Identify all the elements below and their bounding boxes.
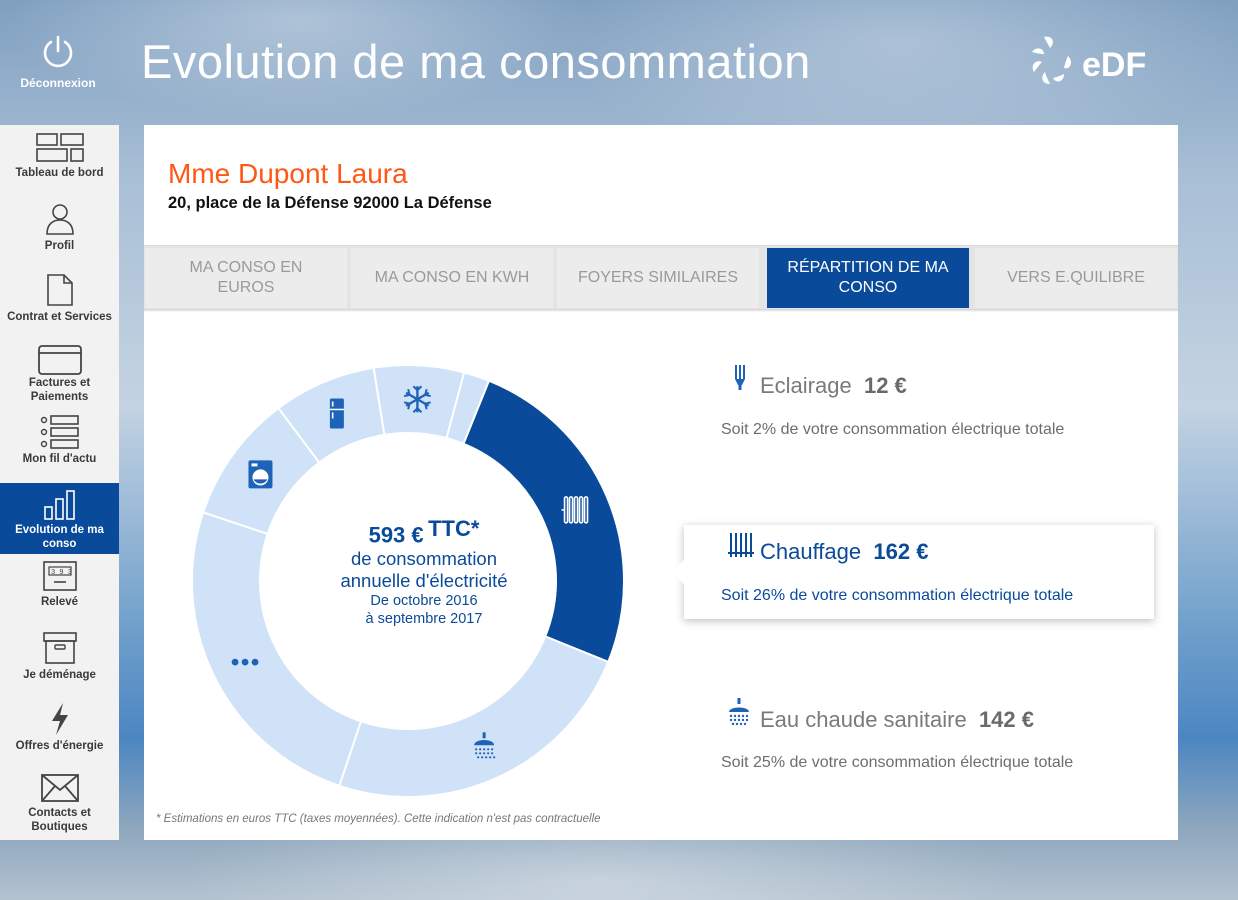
sidebar: Tableau de bord Profil Contrat et Servic… <box>0 125 119 840</box>
snowflake-icon <box>403 385 431 413</box>
document-icon <box>46 274 73 306</box>
footnote: * Estimations en euros TTC (taxes moyenn… <box>156 813 601 825</box>
tab-similar-homes[interactable]: FOYERS SIMILAIRES <box>557 248 759 308</box>
usage-heating-amount: 162 € <box>873 539 929 564</box>
sidebar-item-offers[interactable]: Offres d'énergie <box>0 696 119 767</box>
sidebar-item-profile[interactable]: Profil <box>0 196 119 267</box>
tab-equilibre[interactable]: VERS E.QUILIBRE <box>975 248 1177 308</box>
summary-line-2: annuelle d'électricité <box>340 570 508 592</box>
sidebar-item-reading[interactable]: 3 9 3 Relevé <box>0 554 119 625</box>
sidebar-item-contract[interactable]: Contrat et Services <box>0 267 119 338</box>
tab-breakdown[interactable]: RÉPARTITION DE MA CONSO <box>767 248 969 308</box>
bar-chart-icon <box>43 490 75 520</box>
sidebar-item-news[interactable]: Mon fil d'actu <box>0 409 119 480</box>
donut-segment-more[interactable] <box>191 511 363 788</box>
donut-center-summary: 593 € TTC* de consommation annuelle d'él… <box>294 516 554 628</box>
sidebar-label: Offres d'énergie <box>15 740 104 752</box>
usage-heating-detail: Soit 26% de votre consommation électriqu… <box>721 587 1074 604</box>
radiator-icon <box>728 533 754 557</box>
tab-euros[interactable]: MA CONSO EN EUROS <box>145 248 347 308</box>
usage-lighting-name: Eclairage <box>760 373 852 398</box>
sidebar-item-bills[interactable]: Factures et Paiements <box>0 338 119 409</box>
sidebar-label: Je déménage <box>23 669 96 681</box>
usage-lighting-detail: Soit 2% de votre consommation électrique… <box>721 421 1065 438</box>
usage-heating-name: Chauffage <box>760 539 862 564</box>
tax-label: TTC* <box>428 516 480 541</box>
donut-segment-shower[interactable] <box>338 635 610 798</box>
sidebar-item-evolution[interactable]: Evolution de ma conso <box>0 483 119 554</box>
radiator-icon <box>561 496 589 524</box>
profile-icon <box>45 204 74 235</box>
main-panel: Mme Dupont Laura 20, place de la Défense… <box>144 125 1178 840</box>
shower-icon <box>729 698 749 726</box>
box-icon <box>42 632 77 664</box>
lightning-icon <box>51 703 68 735</box>
sidebar-item-dashboard[interactable]: Tableau de bord <box>0 125 119 196</box>
sidebar-item-moving[interactable]: Je déménage <box>0 625 119 696</box>
period-start: De octobre 2016 <box>370 593 478 610</box>
sidebar-label: Relevé <box>40 596 79 608</box>
edf-wordmark: eDF <box>1082 46 1146 84</box>
logout-label: Déconnexion <box>20 76 96 90</box>
usage-lighting[interactable]: Eclairage 12 € Soit 2% de votre consomma… <box>721 365 1191 445</box>
summary-line-1: de consommation <box>350 548 498 570</box>
sidebar-label: Tableau de bord <box>15 167 104 179</box>
sidebar-label: Factures et Paiements <box>28 377 91 403</box>
donut-segment-radiator[interactable] <box>462 379 625 664</box>
card-icon <box>37 345 82 375</box>
envelope-icon <box>40 774 79 802</box>
usage-hot-water-name: Eau chaude sanitaire <box>760 707 967 732</box>
usage-hot-water[interactable]: Eau chaude sanitaire 142 € Soit 25% de v… <box>721 698 1191 778</box>
sidebar-label: Profil <box>44 240 75 252</box>
tab-bar-shadow <box>144 309 1178 312</box>
usage-heating-card[interactable]: Chauffage 162 € Soit 26% de votre consom… <box>672 525 1154 619</box>
customer-name: Mme Dupont Laura <box>168 158 408 189</box>
usage-hot-water-detail: Soit 25% de votre consommation électriqu… <box>721 754 1074 771</box>
consumption-donut-chart <box>191 364 625 798</box>
tab-bar: MA CONSO EN EUROS MA CONSO EN KWH FOYERS… <box>144 245 1178 310</box>
annual-amount: 593 € <box>368 522 424 548</box>
customer-address: 20, place de la Défense 92000 La Défense <box>168 194 492 212</box>
logout-button[interactable]: Déconnexion <box>8 34 108 90</box>
svg-text:3 9 3: 3 9 3 <box>51 569 72 577</box>
usage-hot-water-amount: 142 € <box>978 707 1034 732</box>
usage-lighting-amount: 12 € <box>863 373 907 398</box>
tab-kwh[interactable]: MA CONSO EN KWH <box>351 248 553 308</box>
meter-icon: 3 9 3 <box>42 561 77 591</box>
period-end: à septembre 2017 <box>365 611 483 628</box>
sidebar-label: Contacts et Boutiques <box>28 807 91 833</box>
shower-icon <box>474 732 496 759</box>
sidebar-item-contacts[interactable]: Contacts et Boutiques <box>0 767 119 838</box>
sidebar-label: Mon fil d'actu <box>22 453 97 465</box>
more-icon <box>231 658 259 666</box>
sidebar-label: Contrat et Services <box>7 311 112 323</box>
fridge-icon <box>329 398 344 429</box>
power-icon <box>43 35 73 68</box>
edf-logo: eDF <box>1032 36 1146 84</box>
washing-machine-icon <box>248 460 273 489</box>
page-title: Evolution de ma consommation <box>141 35 811 88</box>
list-icon <box>40 415 79 449</box>
lamp-icon <box>735 365 745 390</box>
card-pointer <box>672 560 684 584</box>
annual-total: 593 € TTC* <box>294 516 554 548</box>
donut-segment-lighting[interactable] <box>445 371 491 446</box>
sidebar-label: Evolution de ma conso <box>15 524 104 550</box>
dashboard-icon <box>35 133 84 162</box>
